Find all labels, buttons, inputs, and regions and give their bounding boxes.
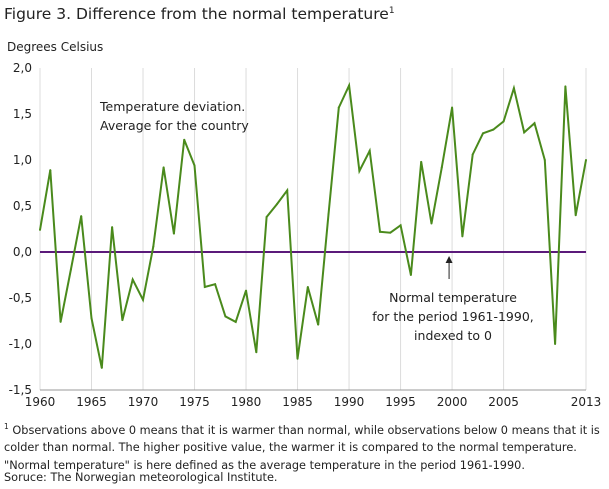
- annotation-normal-line: Normal temperature: [389, 290, 517, 305]
- data-point: [142, 298, 145, 301]
- data-point: [317, 323, 320, 326]
- data-point: [471, 153, 474, 156]
- data-point: [512, 87, 515, 90]
- figure-title-text: Figure 3. Difference from the normal tem…: [4, 5, 389, 23]
- x-tick-label: 2013: [571, 395, 602, 409]
- y-tick-label: 2,0: [13, 61, 32, 75]
- data-point: [368, 149, 371, 152]
- data-point: [172, 232, 175, 235]
- data-point: [492, 128, 495, 131]
- source-note: Soruce: The Norwegian meteorological Ins…: [4, 471, 278, 484]
- x-tick-label: 1970: [128, 395, 159, 409]
- y-tick-label: -1,0: [9, 337, 32, 351]
- data-point: [59, 320, 62, 323]
- line-chart: 2,0 1,5 1,0 0,5 0,0 -0,5 -1,0 -1,5 1960 1965 1970…: [9, 61, 602, 409]
- data-point: [327, 213, 330, 216]
- data-point: [574, 214, 577, 217]
- data-point: [554, 343, 557, 345]
- arrow-head-icon: [445, 256, 453, 263]
- data-point: [409, 274, 412, 276]
- data-point: [378, 230, 381, 233]
- data-point: [80, 215, 83, 218]
- data-point: [543, 159, 546, 161]
- data-point: [286, 189, 289, 192]
- data-point: [430, 222, 433, 225]
- data-point: [255, 351, 258, 354]
- annotation-normal-line: for the period 1961-1990,: [372, 309, 534, 324]
- x-tick-label: 2000: [437, 395, 468, 409]
- data-point: [564, 85, 567, 88]
- data-point: [152, 245, 155, 248]
- data-point: [100, 366, 103, 369]
- data-point: [523, 131, 526, 134]
- data-point: [420, 160, 423, 163]
- annotation-normal: Normal temperature for the period 1961-1…: [368, 288, 538, 345]
- footnote-mark: 1: [4, 422, 9, 431]
- y-tick-label: -1,5: [9, 383, 32, 397]
- data-point: [275, 203, 278, 206]
- footnote-text: Observations above 0 means that it is wa…: [4, 423, 600, 472]
- data-point: [502, 120, 505, 123]
- data-point: [183, 138, 186, 141]
- figure-title-footnote-mark: 1: [388, 5, 395, 16]
- y-tick-label: 1,0: [13, 153, 32, 167]
- data-point: [203, 285, 206, 288]
- data-point: [358, 170, 361, 173]
- y-axis-label: Degrees Celsius: [7, 40, 104, 54]
- y-tick-label: 0,0: [13, 245, 32, 259]
- data-point: [224, 315, 227, 318]
- x-tick-label: 1965: [76, 395, 107, 409]
- data-point: [389, 231, 392, 234]
- y-tick-labels: 2,0 1,5 1,0 0,5 0,0 -0,5 -1,0 -1,5: [9, 61, 32, 397]
- x-tick-labels: 1960 1965 1970 1975 1980 1985 1990 1995 2000 2005…: [25, 395, 602, 409]
- x-tick-label: 1985: [282, 395, 313, 409]
- data-point: [533, 122, 536, 125]
- data-point: [193, 164, 196, 167]
- data-point: [111, 226, 114, 229]
- data-point: [265, 216, 268, 219]
- data-point: [121, 319, 124, 322]
- data-point: [39, 228, 41, 231]
- annotation-deviation: Temperature deviation. Average for the c…: [100, 97, 249, 135]
- x-tick-label: 2005: [488, 395, 519, 409]
- annotation-deviation-line: Temperature deviation.: [100, 99, 246, 114]
- x-tick-label: 1980: [231, 395, 262, 409]
- data-point: [131, 278, 134, 281]
- data-point: [90, 317, 93, 320]
- data-point: [162, 166, 165, 169]
- data-point: [306, 285, 309, 288]
- data-point: [245, 289, 248, 292]
- y-tick-label: 0,5: [13, 199, 32, 213]
- y-tick-label: 1,5: [13, 107, 32, 121]
- y-tick-label: -0,5: [9, 291, 32, 305]
- figure-title: Figure 3. Difference from the normal tem…: [4, 5, 395, 23]
- x-tick-label: 1975: [179, 395, 210, 409]
- series-line: [39, 81, 587, 369]
- footnote: 1 Observations above 0 means that it is …: [4, 418, 604, 474]
- data-point: [440, 166, 443, 169]
- data-point: [234, 320, 237, 323]
- data-point: [481, 132, 484, 135]
- data-point: [214, 283, 217, 286]
- data-point: [585, 159, 587, 161]
- data-point: [451, 106, 454, 109]
- x-tick-label: 1990: [334, 395, 365, 409]
- data-point: [49, 169, 52, 172]
- data-points: [39, 84, 587, 369]
- x-tick-label: 1960: [25, 395, 56, 409]
- data-point: [296, 357, 299, 360]
- data-point: [348, 84, 351, 87]
- data-point: [461, 235, 464, 238]
- data-point: [69, 268, 72, 271]
- annotation-deviation-line: Average for the country: [100, 118, 249, 133]
- data-point: [337, 106, 340, 109]
- annotation-normal-line: indexed to 0: [414, 328, 492, 343]
- x-tick-label: 1995: [385, 395, 416, 409]
- data-point: [399, 224, 402, 227]
